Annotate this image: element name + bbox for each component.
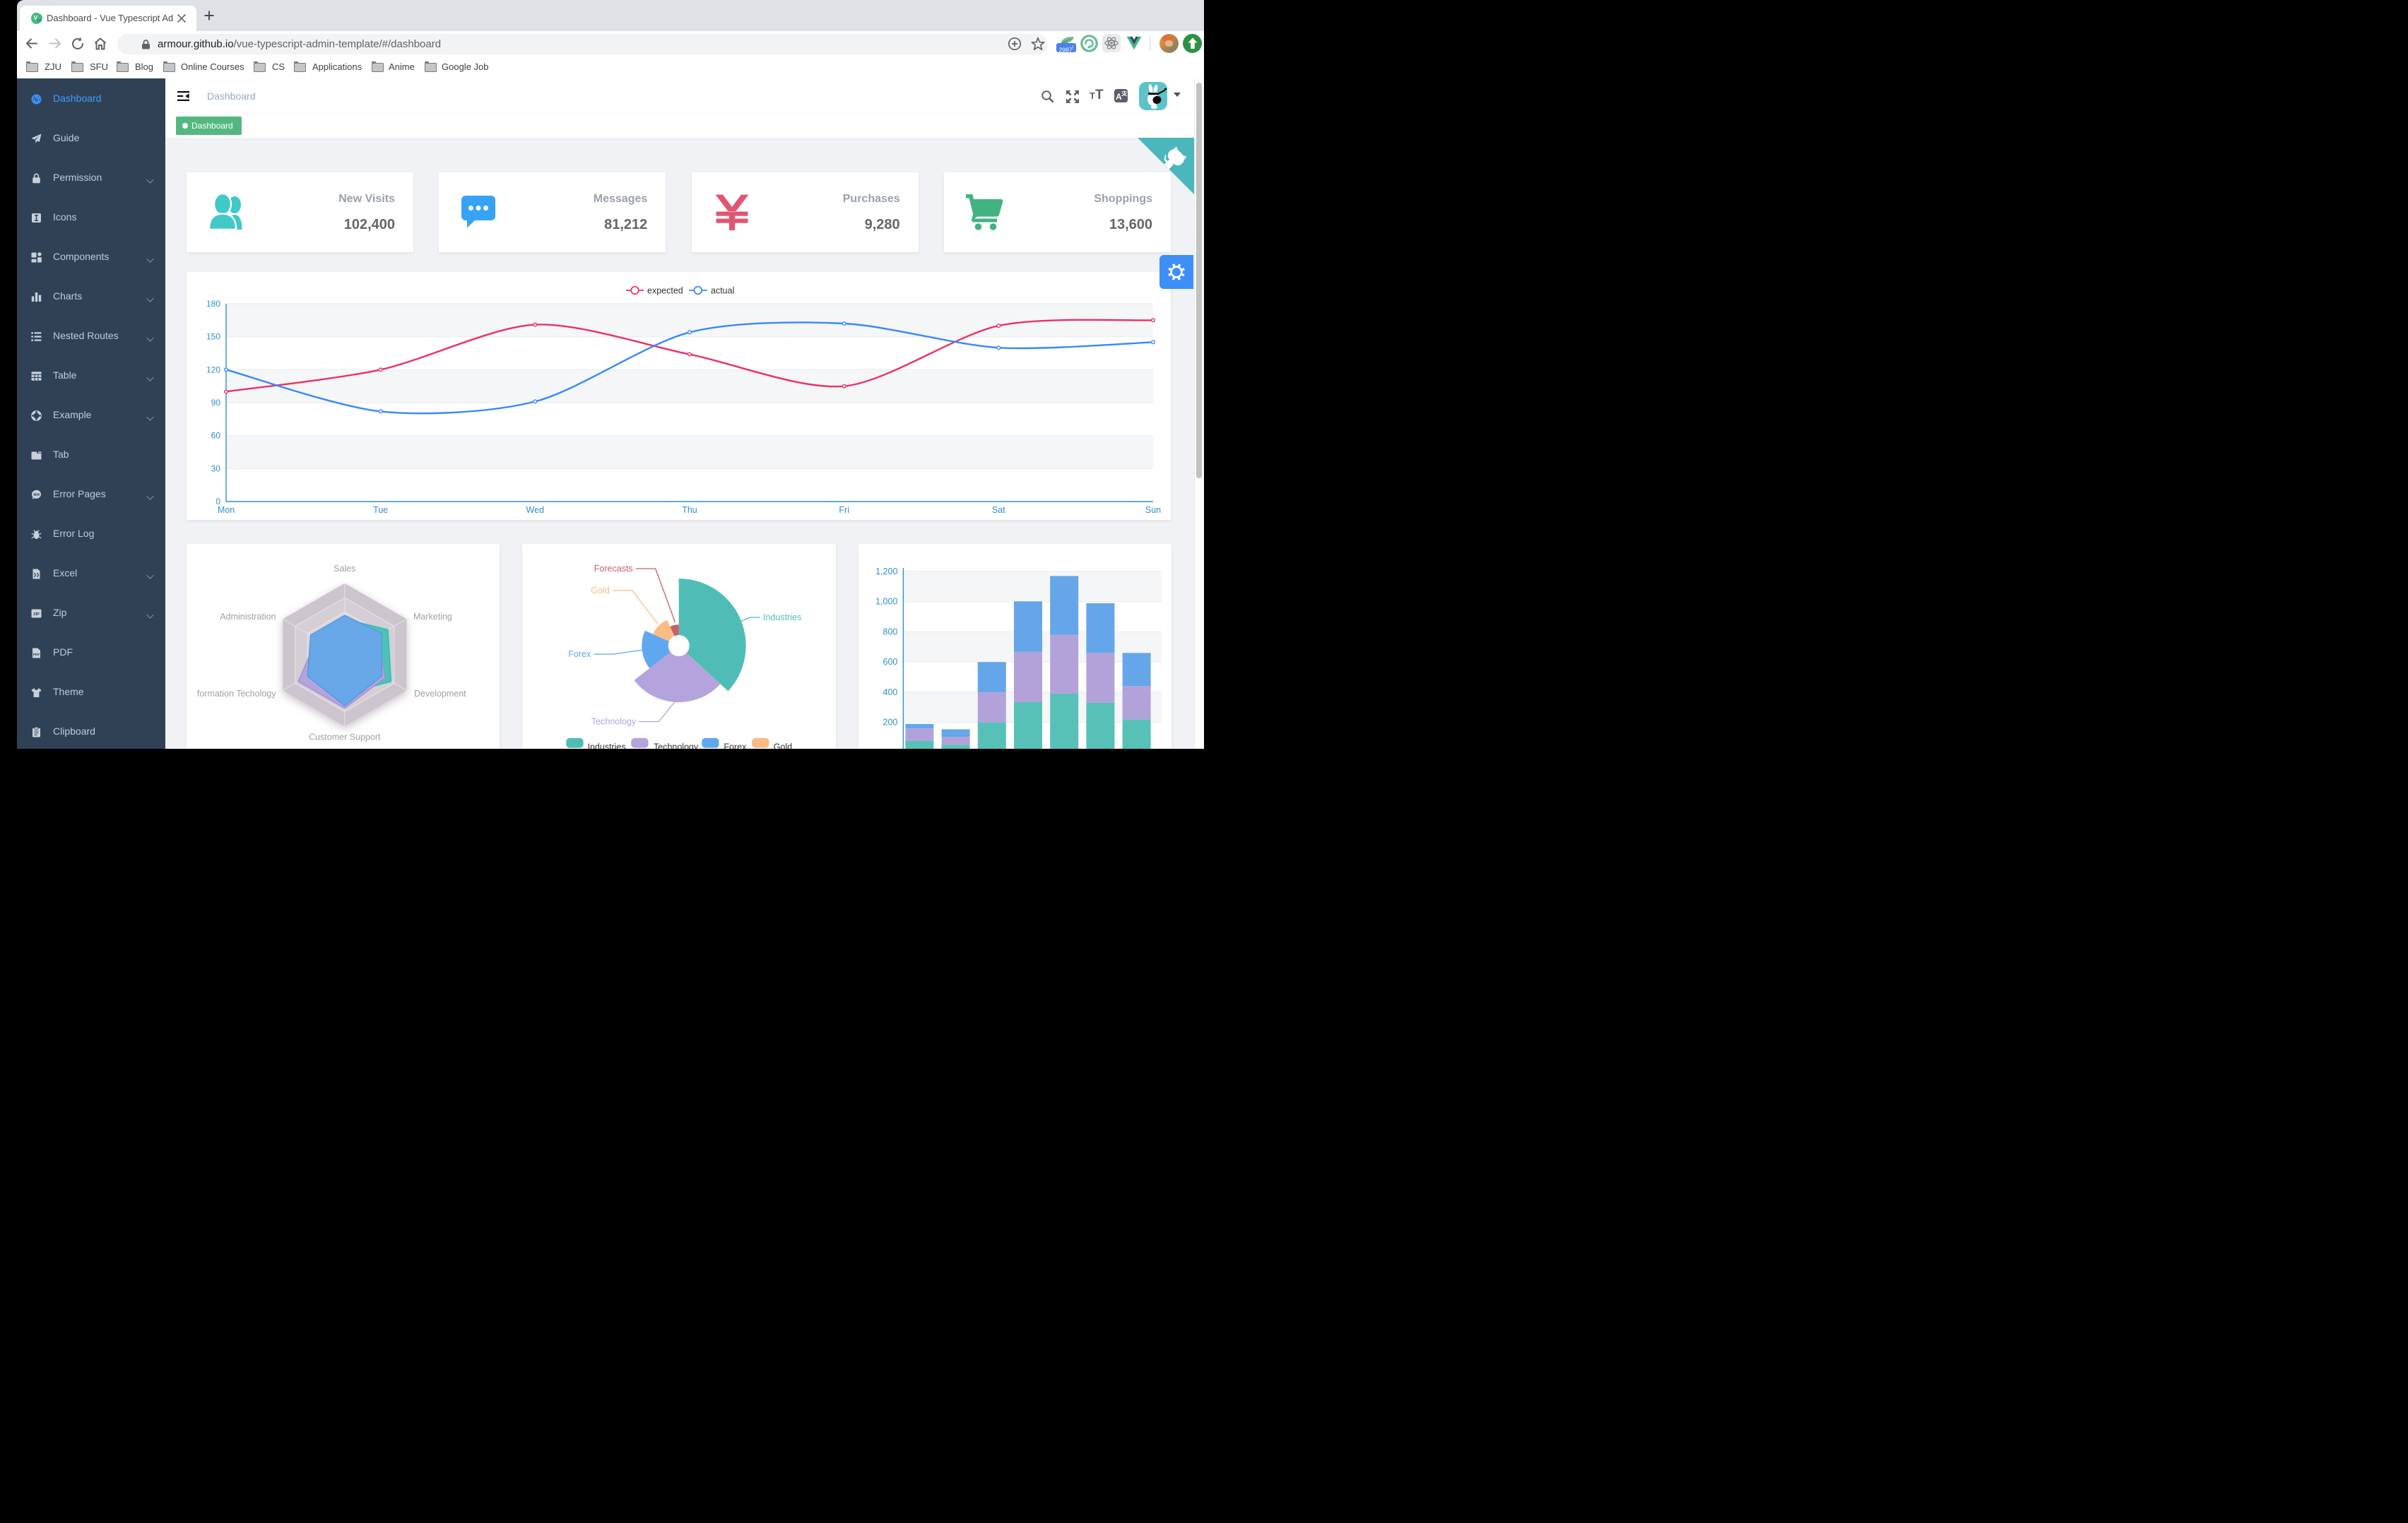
svg-text:actual: actual [711, 286, 734, 296]
svg-text:Sat: Sat [992, 505, 1005, 515]
svg-text:120: 120 [206, 365, 220, 374]
svg-text:Thu: Thu [682, 505, 697, 515]
svg-text:30: 30 [211, 463, 221, 473]
svg-text:expected: expected [647, 286, 683, 296]
svg-text:Wed: Wed [526, 505, 545, 515]
svg-text:60: 60 [211, 431, 221, 441]
svg-text:Gold: Gold [591, 586, 610, 595]
svg-text:Tue: Tue [373, 505, 388, 515]
svg-text:600: 600 [883, 657, 897, 667]
svg-text:90: 90 [211, 398, 221, 408]
svg-text:200: 200 [883, 718, 897, 728]
svg-text:Industries: Industries [763, 612, 801, 622]
svg-text:Mon: Mon [218, 505, 235, 515]
svg-text:Gold: Gold [774, 742, 792, 749]
svg-text:150: 150 [206, 332, 220, 342]
svg-text:Forex: Forex [724, 742, 748, 749]
svg-text:Sun: Sun [1145, 505, 1161, 515]
svg-text:Fri: Fri [839, 505, 849, 515]
svg-text:Industries: Industries [588, 742, 626, 749]
svg-text:Marketing: Marketing [413, 612, 452, 622]
svg-text:404: 404 [33, 493, 40, 497]
svg-text:1,000: 1,000 [875, 597, 897, 607]
svg-text:0: 0 [216, 497, 220, 506]
svg-text:Customer Support: Customer Support [309, 733, 381, 742]
svg-text:Forecasts: Forecasts [594, 564, 633, 574]
svg-text:400: 400 [883, 687, 897, 697]
svg-text:Forex: Forex [569, 649, 592, 659]
svg-text:1,200: 1,200 [875, 567, 897, 576]
svg-text:Sales: Sales [334, 564, 355, 574]
svg-text:Development: Development [414, 689, 466, 699]
svg-text:ZIP: ZIP [33, 612, 40, 617]
svg-text:Technology: Technology [591, 717, 637, 727]
svg-text:180: 180 [206, 299, 220, 309]
svg-text:PDF: PDF [33, 653, 40, 657]
svg-text:800: 800 [883, 627, 897, 636]
svg-text:Technology: Technology [654, 742, 699, 749]
svg-text:formation Techology: formation Techology [197, 689, 276, 699]
svg-text:Administration: Administration [220, 612, 276, 622]
